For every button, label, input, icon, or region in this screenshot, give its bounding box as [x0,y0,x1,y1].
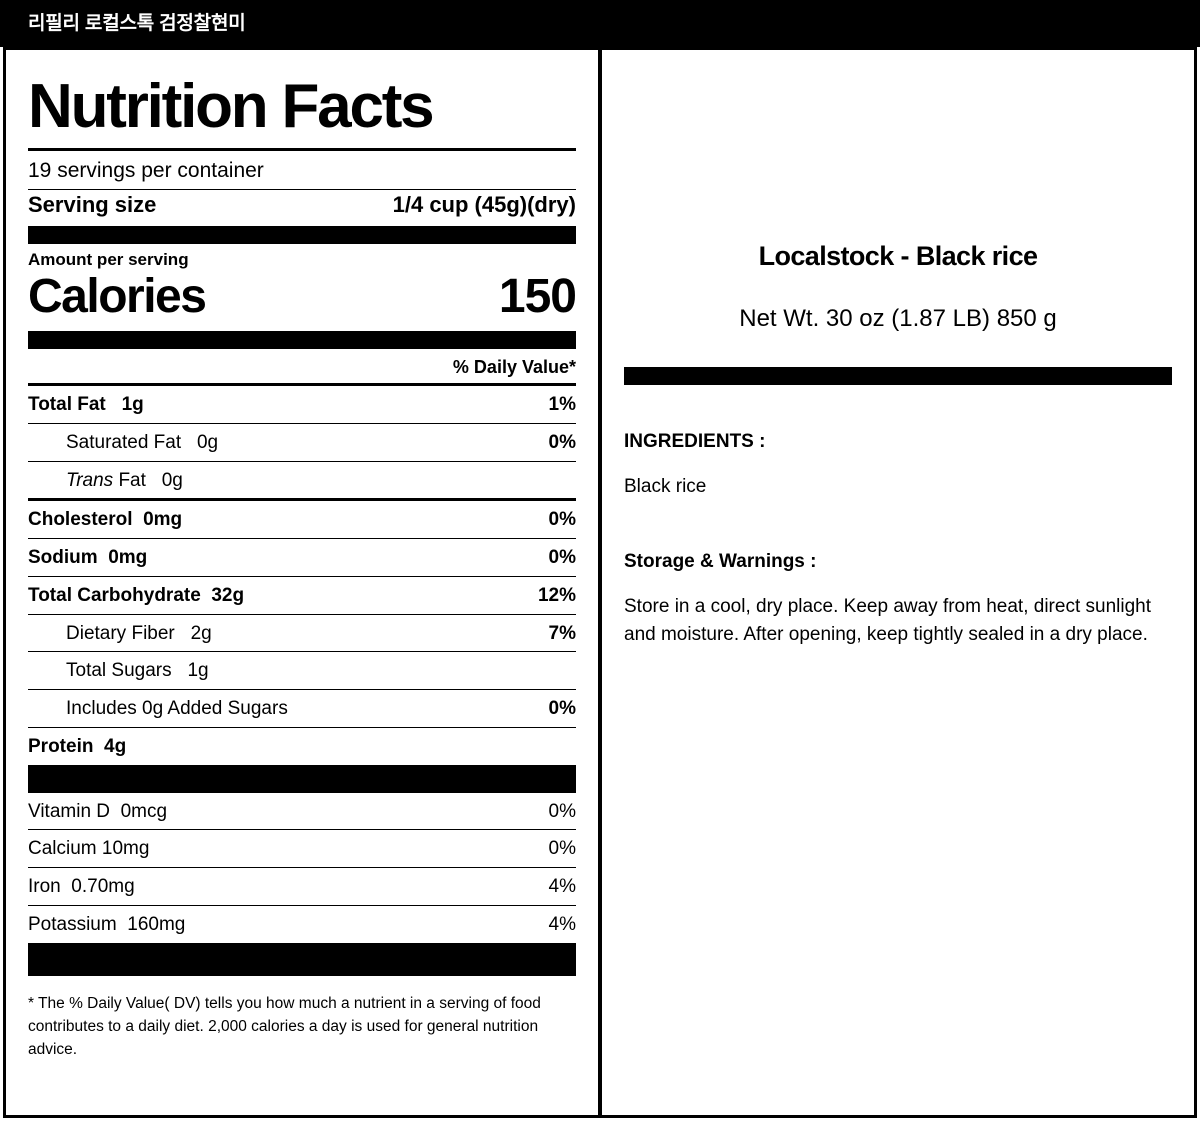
rule-row-separator [28,575,576,577]
divider-bar-before-vitamins [28,764,576,793]
nutrient-row-saturated-fat: Saturated Fat 0g 0% [28,424,576,461]
rule-row-separator [28,726,576,728]
nutrient-label: Potassium 160mg [28,913,186,935]
nutrient-row-added-sugars: Includes 0g Added Sugars 0% [28,690,576,727]
rule-row-separator [28,651,576,653]
nutrient-label: Saturated Fat 0g [66,431,219,453]
nutrient-daily-value: 0% [548,509,576,531]
nutrition-facts-title: Nutrition Facts [28,72,435,141]
nutrient-daily-value: 4% [548,913,576,935]
nutrient-row-potassium: Potassium 160mg 4% [28,906,576,943]
servings-per-container: 19 servings per container [28,159,264,182]
rule-row-separator [28,613,576,615]
nutrient-row-calcium: Calcium 10mg 0% [28,830,576,867]
rule-row-separator [28,460,576,462]
ingredients-body: Black rice [624,475,707,497]
trans-italic-word: Trans [66,469,119,491]
rule-row-separator [28,538,576,540]
label-panels: Nutrition Facts 19 servings per containe… [6,50,1194,1115]
nutrient-daily-value: 1% [548,394,576,416]
nutrient-daily-value: 0% [548,698,576,720]
nutrient-daily-value: 0% [548,800,576,822]
product-title-bar: 리필리 로컬스톡 검정찰현미 [0,0,1200,47]
nutrient-label: Trans Fat 0g [28,469,183,493]
right-bar-wrapper [624,334,1172,386]
calories-value: 150 [498,270,577,324]
nutrient-row-dietary-fiber: Dietary Fiber 2g 7% [28,615,576,652]
divider-bar-after-calories [28,331,576,350]
nutrient-label: Total Sugars 1g [66,660,209,682]
nutrient-daily-value: 0% [548,547,576,569]
nutrient-row-iron: Iron 0.70mg 4% [28,868,576,905]
product-info-panel: Localstock - Black rice Net Wt. 30 oz (1… [602,50,1194,1115]
rule-row-separator-medium [28,498,576,502]
rule-row-separator [28,867,576,869]
nutrient-daily-value: 4% [548,876,576,898]
label-frame: Nutrition Facts 19 servings per containe… [3,47,1197,1118]
nutrient-row-trans-fat: Trans Fat 0g [28,462,576,499]
product-title-bar-text: 리필리 로컬스톡 검정찰현미 [28,13,246,34]
rule-row-separator [28,422,576,424]
storage-warnings-body: Store in a cool, dry place. Keep away fr… [624,596,1151,645]
nutrient-label: Dietary Fiber 2g [66,622,212,644]
trans-fat-rest: Fat 0g [118,469,183,491]
rule-under-servings [28,189,576,191]
nutrient-row-sodium: Sodium 0mg 0% [28,539,576,576]
nutrient-row-total-sugars: Total Sugars 1g [28,652,576,689]
nutrition-facts-panel: Nutrition Facts 19 servings per containe… [6,50,598,1115]
amount-per-serving-label: Amount per serving [28,250,189,270]
serving-size-row: Serving size 1/4 cup (45g)(dry) [28,190,576,226]
nutrient-row-total-fat: Total Fat 1g 1% [28,386,576,423]
nutrient-daily-value: 7% [548,622,576,644]
rule-under-daily-value-header [28,383,576,387]
nutrient-label: Iron 0.70mg [28,876,135,898]
nutrient-daily-value: 12% [537,584,576,606]
nutrient-label: Total Carbohydrate 32g [28,584,245,606]
rule-under-title [28,148,576,151]
daily-value-header: % Daily Value* [452,357,576,378]
nutrient-daily-value: 0% [548,431,576,453]
ingredients-heading: INGREDIENTS : [624,431,766,453]
storage-warnings-heading: Storage & Warnings : [624,551,817,573]
divider-bar-product [624,367,1172,386]
serving-size-value: 1/4 cup (45g)(dry) [392,192,576,218]
nutrient-label: Cholesterol 0mg [28,509,183,531]
panel-vertical-divider [598,50,602,1115]
nutrient-label: Protein 4g [28,735,127,757]
divider-bar-after-serving-size [28,226,576,245]
divider-bar-before-footnote [28,942,576,976]
nutrient-label: Vitamin D 0mcg [28,800,168,822]
nutrient-row-cholesterol: Cholesterol 0mg 0% [28,501,576,538]
nutrient-label: Total Fat 1g [28,394,144,416]
nutrient-label: Calcium 10mg [28,838,150,860]
rule-row-separator [28,904,576,906]
nutrient-label: Sodium 0mg [28,547,148,569]
nutrient-label: Includes 0g Added Sugars [66,698,288,720]
nutrient-row-protein: Protein 4g [28,728,576,765]
serving-size-label: Serving size [28,192,157,218]
rule-row-separator [28,829,576,831]
calories-row: Calories 150 [28,270,577,331]
nutrient-row-vitamin-d: Vitamin D 0mcg 0% [28,793,576,830]
product-name: Localstock - Black rice [758,241,1038,271]
nutrient-daily-value: 0% [548,838,576,860]
calories-label: Calories [28,270,207,324]
daily-value-footnote: * The % Daily Value( DV) tells you how m… [28,994,541,1059]
rule-row-separator [28,689,576,691]
nutrient-row-total-carbohydrate: Total Carbohydrate 32g 12% [28,577,576,614]
product-net-weight: Net Wt. 30 oz (1.87 LB) 850 g [739,305,1057,333]
